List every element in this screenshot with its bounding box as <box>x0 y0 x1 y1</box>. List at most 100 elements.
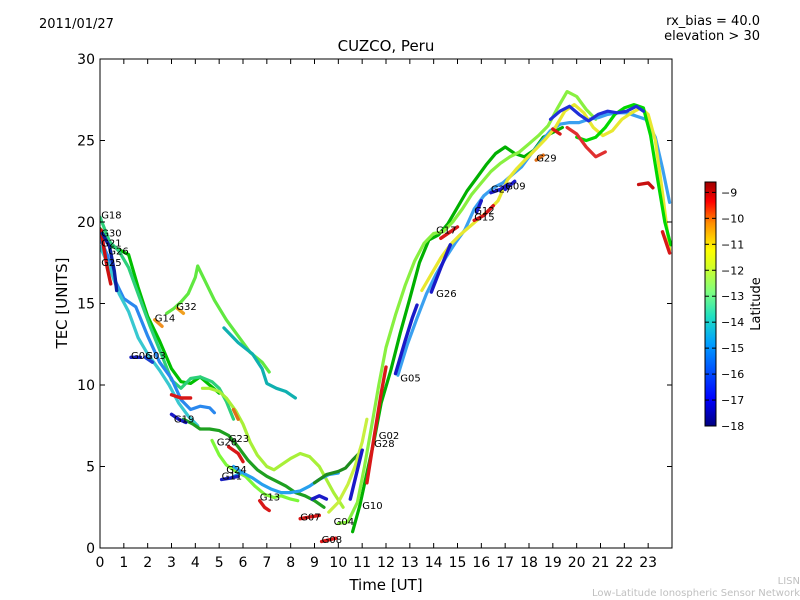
colorbar-tick-label: −14 <box>721 316 744 329</box>
rx-bias-note: rx_bias = 40.0 <box>666 14 760 29</box>
satellite-marker-6 <box>169 393 193 400</box>
y-tick-label: 0 <box>86 541 95 557</box>
colorbar-tick-label: −10 <box>721 212 744 225</box>
x-tick-label: 17 <box>496 555 514 571</box>
x-tick-label: 22 <box>615 555 633 571</box>
tec-series-18 <box>565 125 607 159</box>
x-tick-label: 11 <box>353 555 371 571</box>
satellite-label-g08: G08 <box>322 535 342 546</box>
satellite-marker-14 <box>310 494 329 501</box>
satellite-marker-13 <box>319 536 338 544</box>
satellite-marker-8 <box>226 445 245 464</box>
y-tick-label: 15 <box>77 297 95 313</box>
satellite-label-g26: G26 <box>108 247 128 258</box>
satellite-label-g21: G21 <box>101 238 121 249</box>
tec-series-15 <box>420 102 672 293</box>
satellite-label-g03: G03 <box>145 351 165 362</box>
x-tick-label: 21 <box>592 555 610 571</box>
y-tick-label: 5 <box>86 460 95 476</box>
satellite-label-g06: G06 <box>131 351 151 362</box>
satellite-label-g26: G26 <box>436 289 456 300</box>
latitude-colorbar: −9 −10 −11 −12 −13 −14 −15 −16 −17 −18 Latitude <box>704 181 764 433</box>
colorbar-gradient <box>704 181 717 427</box>
y-tick-label: 10 <box>77 378 95 394</box>
x-tick-label: 16 <box>472 555 490 571</box>
satellite-label-g12: G12 <box>474 206 494 217</box>
tec-series-12 <box>351 125 565 534</box>
satellite-label-g07: G07 <box>300 512 320 523</box>
satellite-marker-17 <box>393 303 419 376</box>
satellite-marker-10 <box>219 474 240 482</box>
x-tick-label: 18 <box>520 555 538 571</box>
x-tick-label: 5 <box>215 555 224 571</box>
colorbar-tick-label: −16 <box>721 368 744 381</box>
satellite-label-g05: G05 <box>400 374 420 385</box>
colorbar-tick-label: −9 <box>721 186 737 199</box>
satellite-label-g10: G10 <box>362 501 382 512</box>
satellite-marker-2 <box>175 306 186 315</box>
x-axis-label: Time [UT] <box>348 576 422 594</box>
x-tick-label: 6 <box>239 555 248 571</box>
satellite-label-g14: G14 <box>155 313 175 324</box>
x-tick-label: 12 <box>377 555 395 571</box>
x-tick-label: 7 <box>262 555 271 571</box>
satellite-label-g30: G30 <box>101 229 121 240</box>
satellite-marker-18 <box>429 243 452 294</box>
satellite-marker-1 <box>100 231 119 293</box>
elevation-note: elevation > 30 <box>664 29 760 44</box>
satellite-marker-0 <box>100 228 113 286</box>
tec-series-8 <box>200 386 345 509</box>
satellite-marker-9 <box>231 407 240 421</box>
tec-series-11 <box>327 417 369 514</box>
satellite-marker-21 <box>474 199 483 214</box>
satellite-marker-12 <box>298 513 321 521</box>
colorbar-tick-label: −15 <box>721 342 744 355</box>
x-tick-label: 1 <box>119 555 128 571</box>
colorbar-ticks: −9 −10 −11 −12 −13 −14 −15 −16 −17 −18 <box>705 186 744 433</box>
x-tick-label: 4 <box>191 555 200 571</box>
satellite-label-g18: G18 <box>101 211 121 222</box>
satellite-label-g17: G17 <box>436 225 456 236</box>
x-tick-label: 19 <box>544 555 562 571</box>
tec-series-13 <box>336 89 598 526</box>
chart-title: CUZCO, Peru <box>337 37 435 55</box>
tec-series-17 <box>548 104 646 123</box>
satellite-marker-24 <box>534 153 545 162</box>
satellite-label-g29: G29 <box>536 154 556 165</box>
x-tick-label: 10 <box>329 555 347 571</box>
x-tick-label: 3 <box>167 555 176 571</box>
tec-series-10 <box>312 448 364 485</box>
date-label: 2011/01/27 <box>39 17 114 32</box>
satellite-label-g02: G02 <box>379 431 399 442</box>
tec-series-6 <box>181 417 326 509</box>
x-tick-label: 15 <box>449 555 467 571</box>
satellite-marker-5 <box>143 355 155 364</box>
satellite-labels: G18G30G21G26G25G32G14G06G03G19G20G23G24G… <box>101 154 556 546</box>
satellite-marker-23 <box>503 179 517 192</box>
footer-lisn: LISN <box>777 576 800 587</box>
tec-series-3 <box>222 326 297 400</box>
colorbar-tick-label: −17 <box>721 394 744 407</box>
y-axis-label: TEC [UNITS] <box>53 258 71 350</box>
satellite-label-g24: G24 <box>226 465 246 476</box>
satellite-label-g04: G04 <box>334 517 354 528</box>
satellite-label-g23: G23 <box>229 434 249 445</box>
satellite-label-g09: G09 <box>505 181 525 192</box>
satellite-marker-22 <box>489 182 510 195</box>
y-tick-label: 20 <box>77 215 95 231</box>
satellite-marker-26 <box>660 230 672 255</box>
satellite-label-g28: G28 <box>374 439 394 450</box>
satellite-marker-19 <box>439 225 460 241</box>
colorbar-tick-label: −13 <box>721 290 744 303</box>
tec-series-16 <box>575 102 672 247</box>
satellite-marker-25 <box>636 181 655 190</box>
satellite-label-g32: G32 <box>176 302 196 313</box>
satellite-marker-7 <box>169 412 188 425</box>
x-tick-label: 0 <box>96 555 105 571</box>
satellite-marker-16 <box>365 365 388 485</box>
satellite-marker-27 <box>551 127 562 136</box>
y-tick-label: 30 <box>77 52 95 68</box>
satellite-marker-15 <box>348 448 364 501</box>
x-tick-label: 13 <box>401 555 419 571</box>
tec-series <box>100 89 672 544</box>
